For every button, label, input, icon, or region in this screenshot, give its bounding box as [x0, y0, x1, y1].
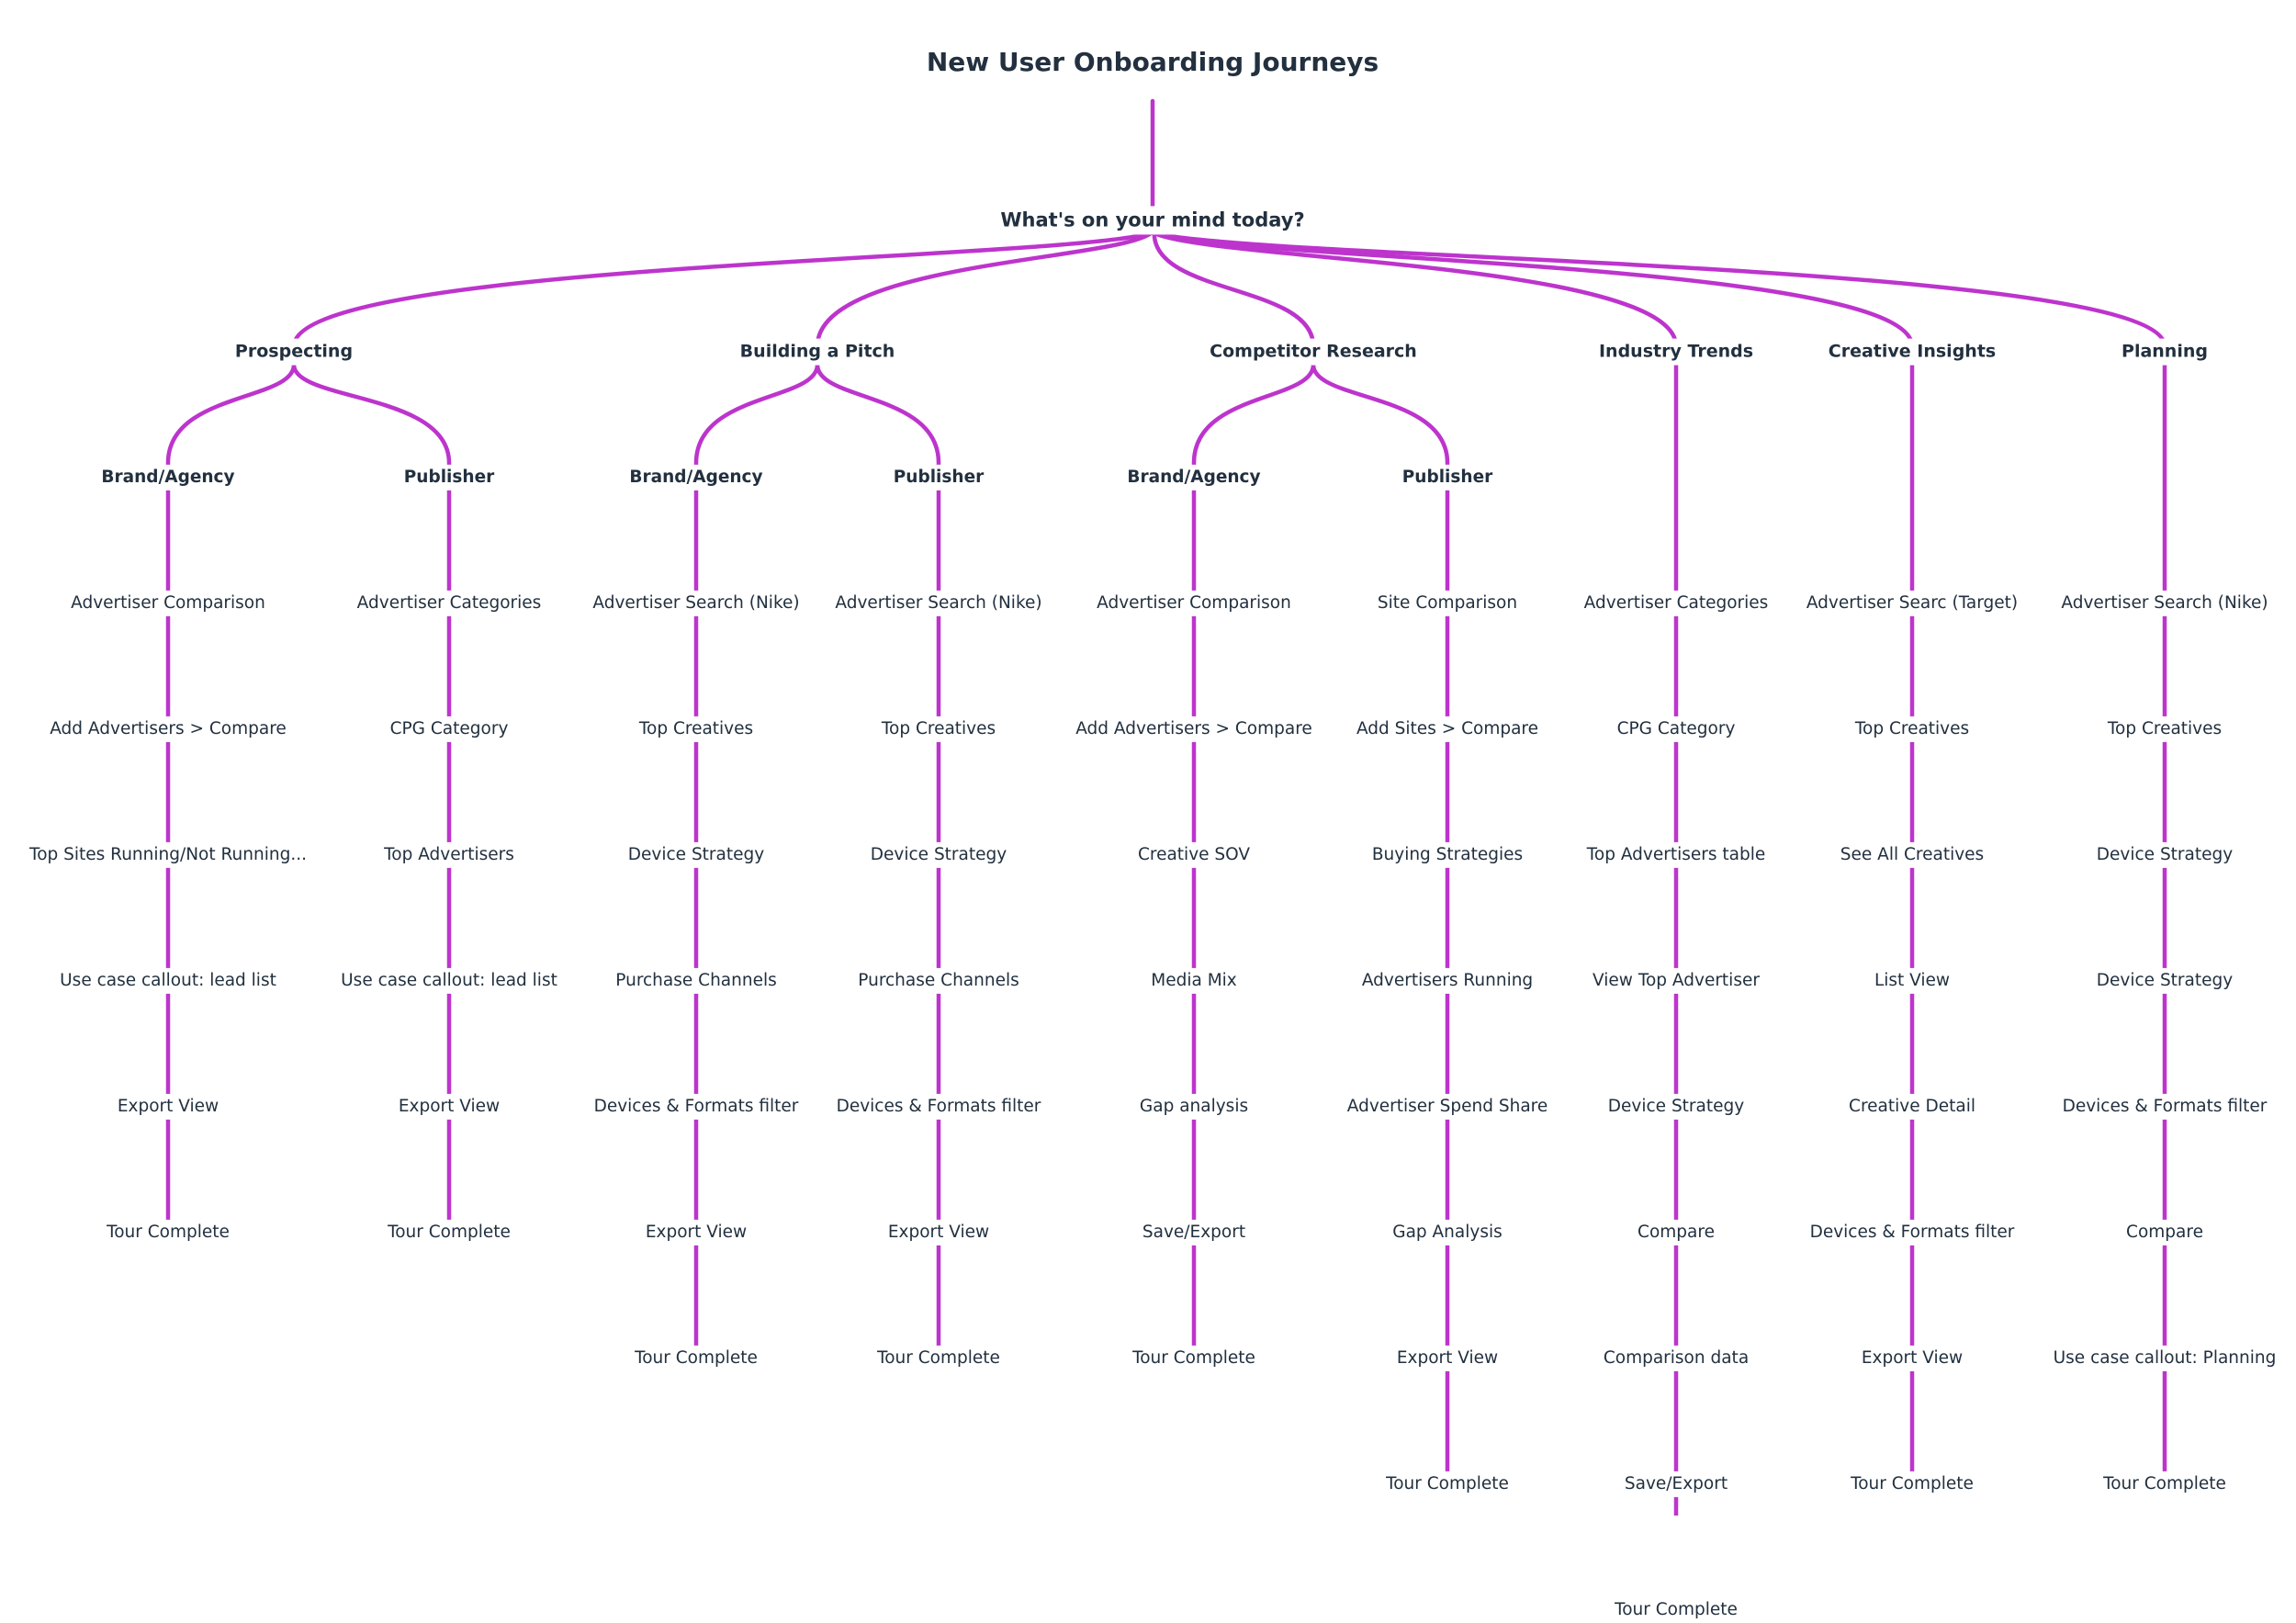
- step-node: Top Creatives: [1845, 716, 1979, 743]
- step-node: Media Mix: [1142, 967, 1246, 995]
- step-node: Use case callout: lead list: [51, 967, 286, 995]
- step-node: Top Creatives: [2098, 716, 2232, 743]
- step-node: Save/Export: [1615, 1471, 1738, 1498]
- audience-connector: [1191, 362, 1316, 475]
- step-node: Add Advertisers > Compare: [1066, 716, 1322, 743]
- step-node: Tour Complete: [378, 1219, 520, 1246]
- branch-label: Planning: [2112, 338, 2217, 366]
- step-node: Advertiser Comparison: [1087, 590, 1300, 617]
- step-node: Save/Export: [1132, 1219, 1255, 1246]
- step-node: List View: [1864, 967, 1960, 995]
- step-node: Add Advertisers > Compare: [40, 716, 296, 743]
- step-node: Use case callout: lead list: [332, 967, 567, 995]
- audience-connector: [291, 362, 452, 475]
- audience-connector: [693, 362, 820, 475]
- step-node: Advertiser Comparison: [62, 590, 275, 617]
- step-node: Creative Detail: [1840, 1093, 1985, 1121]
- branch-label: Prospecting: [225, 338, 363, 366]
- step-node: Device Strategy: [2087, 841, 2243, 869]
- branch-connector: [1152, 231, 1679, 349]
- step-node: Advertiser Categories: [1574, 590, 1778, 617]
- audience-connector: [1311, 362, 1450, 475]
- step-node: Tour Complete: [97, 1219, 239, 1246]
- step-node: Advertiser Searc (Target): [1796, 590, 2028, 617]
- step-node: Top Creatives: [872, 716, 1006, 743]
- step-node: Tour Complete: [625, 1345, 767, 1372]
- step-node: See All Creatives: [1830, 841, 1994, 869]
- step-node: Tour Complete: [2094, 1471, 2235, 1498]
- step-node: Buying Strategies: [1362, 841, 1533, 869]
- step-node: Export View: [107, 1093, 229, 1121]
- audience-label: Publisher: [884, 464, 994, 491]
- step-node: Export View: [388, 1093, 510, 1121]
- branch-connector: [1152, 231, 1316, 349]
- branch-label: Competitor Research: [1200, 338, 1426, 366]
- step-node: Advertiser Search (Nike): [826, 590, 1052, 617]
- step-node: Compare: [2117, 1219, 2212, 1246]
- step-node: Gap Analysis: [1383, 1219, 1512, 1246]
- step-node: Site Comparison: [1367, 590, 1527, 617]
- step-node: View Top Advertiser: [1583, 967, 1769, 995]
- step-node: Gap analysis: [1130, 1093, 1258, 1121]
- step-node: Top Creatives: [629, 716, 763, 743]
- step-node: Device Strategy: [618, 841, 774, 869]
- step-node: Advertisers Running: [1352, 967, 1543, 995]
- step-node: Export View: [878, 1219, 999, 1246]
- branch-label: Creative Insights: [1818, 338, 2006, 366]
- audience-label: Brand/Agency: [92, 464, 244, 491]
- step-node: Tour Complete: [868, 1345, 1009, 1372]
- step-node: Export View: [1387, 1345, 1508, 1372]
- audience-label: Publisher: [394, 464, 504, 491]
- step-node: Device Strategy: [1598, 1093, 1754, 1121]
- step-node: Creative SOV: [1128, 841, 1260, 869]
- step-node: Purchase Channels: [849, 967, 1029, 995]
- step-node: Tour Complete: [1123, 1345, 1265, 1372]
- branch-connector: [815, 231, 1154, 349]
- branch-connector: [291, 231, 1154, 349]
- step-node: Comparison data: [1593, 1345, 1759, 1372]
- step-node: Compare: [1628, 1219, 1724, 1246]
- root-question: What's on your mind today?: [991, 206, 1314, 235]
- step-node: Use case callout: Planning: [2043, 1345, 2286, 1372]
- step-node: CPG Category: [380, 716, 518, 743]
- step-node: Top Advertisers: [375, 841, 523, 869]
- step-node: Top Advertisers table: [1577, 841, 1775, 869]
- step-node: Devices & Formats filter: [2053, 1093, 2277, 1121]
- branch-label: Building a Pitch: [730, 338, 905, 366]
- audience-connector: [165, 362, 297, 475]
- step-node: Advertiser Search (Nike): [2052, 590, 2278, 617]
- step-node: Devices & Formats filter: [584, 1093, 808, 1121]
- branch-connector: [1152, 231, 2167, 349]
- audience-label: Publisher: [1392, 464, 1503, 491]
- step-node: Tour Complete: [1377, 1471, 1518, 1498]
- step-node: Device Strategy: [2087, 967, 2243, 995]
- step-node: Devices & Formats filter: [1800, 1219, 2024, 1246]
- step-node: Devices & Formats filter: [827, 1093, 1051, 1121]
- branch-label: Industry Trends: [1589, 338, 1763, 366]
- diagram-title: New User Onboarding Journeys: [907, 39, 1398, 85]
- step-node: Purchase Channels: [606, 967, 786, 995]
- audience-label: Brand/Agency: [1118, 464, 1270, 491]
- step-node: Add Sites > Compare: [1346, 716, 1548, 743]
- step-node: Tour Complete: [1605, 1596, 1747, 1623]
- step-node: Advertiser Search (Nike): [583, 590, 809, 617]
- step-node: Advertiser Spend Share: [1337, 1093, 1558, 1121]
- audience-label: Brand/Agency: [620, 464, 772, 491]
- audience-connector: [815, 362, 941, 475]
- step-node: Tour Complete: [1841, 1471, 1983, 1498]
- step-node: Top Sites Running/Not Running...: [20, 841, 316, 869]
- step-node: Device Strategy: [861, 841, 1017, 869]
- step-node: Export View: [1851, 1345, 1973, 1372]
- step-node: Advertiser Categories: [347, 590, 551, 617]
- step-node: Export View: [636, 1219, 757, 1246]
- step-node: CPG Category: [1607, 716, 1745, 743]
